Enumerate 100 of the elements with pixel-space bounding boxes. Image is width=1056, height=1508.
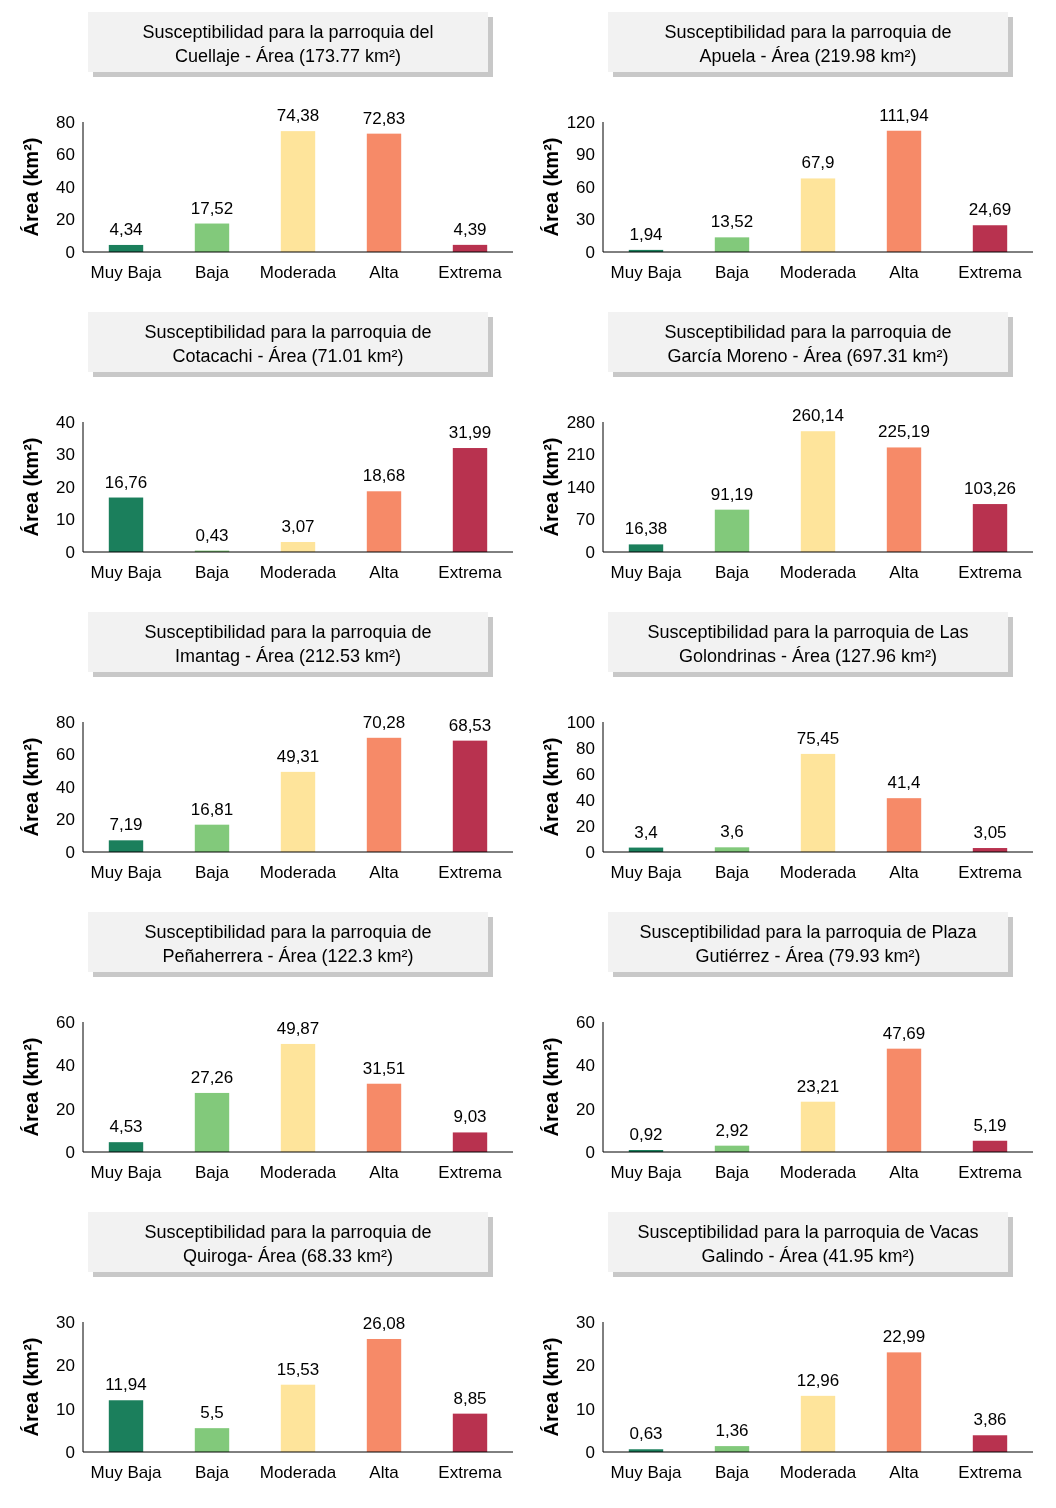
y-tick-label: 40 <box>56 777 75 797</box>
x-tick-label: Alta <box>889 263 920 282</box>
y-tick-label: 40 <box>56 1056 75 1076</box>
data-label: 31,51 <box>362 1058 406 1078</box>
data-label: 27,26 <box>190 1067 234 1087</box>
chart-title: Susceptibilidad para la parroquia de Imantag - Área (212.53 km²) <box>144 622 432 666</box>
y-axis-title: Área (km²) <box>540 137 562 237</box>
x-tick-label: Baja <box>194 563 230 582</box>
y-tick-label: 30 <box>576 210 595 230</box>
x-tick-label: Alta <box>889 863 920 882</box>
data-label: 5,19 <box>973 1115 1007 1135</box>
y-tick-label: 20 <box>56 210 75 230</box>
x-tick-label: Baja <box>714 563 750 582</box>
y-axis-title: Área (km²) <box>540 1337 562 1437</box>
y-tick-label: 20 <box>56 810 75 830</box>
y-axis-title: Área (km²) <box>20 137 42 237</box>
data-label: 18,68 <box>362 466 406 486</box>
y-tick-label: 60 <box>56 1012 75 1032</box>
chart-title: Susceptibilidad para la parroquia de Las Golondrinas - Área (127.96 km²) <box>647 622 969 666</box>
x-tick-label: Moderada <box>259 563 337 582</box>
y-tick-label: 140 <box>566 477 595 497</box>
data-label: 8,85 <box>453 1388 487 1408</box>
x-tick-label: Baja <box>194 863 230 882</box>
x-tick-label: Muy Baja <box>610 263 682 282</box>
y-tick-label: 40 <box>576 1056 595 1076</box>
y-tick-label: 30 <box>576 1312 595 1332</box>
x-tick-label: Alta <box>369 863 400 882</box>
x-tick-label: Baja <box>194 1463 230 1482</box>
y-tick-label: 30 <box>56 445 75 465</box>
y-tick-label: 90 <box>576 145 595 165</box>
chart-title: Susceptibilidad para la parroquia de Plaza Gutiérrez - Área (79.93 km²) <box>639 922 978 966</box>
x-tick-label: Moderada <box>259 263 337 282</box>
y-tick-label: 100 <box>566 712 595 732</box>
y-tick-label: 60 <box>576 177 595 197</box>
y-tick-label: 10 <box>56 1399 75 1419</box>
y-tick-label: 40 <box>576 790 595 810</box>
data-label: 111,94 <box>879 105 929 125</box>
data-label: 72,83 <box>362 108 406 128</box>
y-tick-label: 60 <box>576 1012 595 1032</box>
x-tick-label: Extrema <box>438 1463 503 1482</box>
y-tick-label: 0 <box>585 242 595 262</box>
y-tick-label: 80 <box>56 712 75 732</box>
x-tick-label: Moderada <box>779 563 857 582</box>
x-tick-label: Baja <box>714 1163 750 1182</box>
x-tick-label: Alta <box>369 1463 400 1482</box>
x-tick-label: Muy Baja <box>90 563 162 582</box>
x-tick-label: Muy Baja <box>610 563 682 582</box>
x-tick-label: Moderada <box>259 1163 337 1182</box>
data-label: 67,9 <box>801 153 835 173</box>
y-tick-label: 20 <box>56 477 75 497</box>
data-label: 41,4 <box>887 773 921 793</box>
chart-title: Susceptibilidad para la parroquia de Quiroga- Área (68.33 km²) <box>144 1222 432 1266</box>
x-tick-label: Moderada <box>779 863 857 882</box>
data-label: 49,87 <box>276 1018 320 1038</box>
y-tick-label: 0 <box>65 1442 75 1462</box>
data-label: 3,05 <box>973 823 1007 843</box>
data-label: 4,53 <box>109 1117 143 1137</box>
data-label: 2,92 <box>715 1120 749 1140</box>
y-axis-title: Área (km²) <box>540 1037 562 1137</box>
data-label: 16,76 <box>104 472 148 492</box>
y-tick-label: 40 <box>56 177 75 197</box>
data-label: 5,5 <box>200 1403 224 1423</box>
data-label: 260,14 <box>792 406 844 426</box>
y-tick-label: 0 <box>65 842 75 862</box>
y-tick-label: 60 <box>576 764 595 784</box>
y-tick-label: 0 <box>65 542 75 562</box>
y-tick-label: 60 <box>56 745 75 765</box>
x-tick-label: Baja <box>714 1463 750 1482</box>
y-tick-label: 280 <box>566 412 595 432</box>
y-tick-label: 70 <box>576 510 595 530</box>
y-tick-label: 60 <box>56 145 75 165</box>
x-tick-label: Moderada <box>779 1163 857 1182</box>
data-label: 22,99 <box>882 1327 926 1347</box>
data-label: 49,31 <box>276 746 320 766</box>
x-tick-label: Muy Baja <box>610 863 682 882</box>
y-axis-title: Área (km²) <box>20 737 42 837</box>
chart-title: Susceptibilidad para la parroquia del Cuellaje - Área (173.77 km²) <box>142 22 434 66</box>
y-tick-label: 20 <box>576 816 595 836</box>
x-tick-label: Moderada <box>259 1463 337 1482</box>
data-label: 16,81 <box>190 799 234 819</box>
data-label: 74,38 <box>276 106 320 126</box>
x-tick-label: Extrema <box>958 1163 1023 1182</box>
chart-title: Susceptibilidad para la parroquia de García Moreno - Área (697.31 km²) <box>664 322 952 366</box>
y-tick-label: 20 <box>576 1099 595 1119</box>
data-label: 47,69 <box>882 1023 926 1043</box>
x-tick-label: Baja <box>194 263 230 282</box>
data-label: 225,19 <box>878 422 930 442</box>
data-label: 3,4 <box>634 822 658 842</box>
y-tick-label: 120 <box>566 112 595 132</box>
y-axis-title: Área (km²) <box>540 737 562 837</box>
y-tick-label: 10 <box>576 1399 595 1419</box>
x-tick-label: Alta <box>889 1463 920 1482</box>
x-tick-label: Alta <box>369 563 400 582</box>
data-label: 4,34 <box>109 219 143 239</box>
data-label: 75,45 <box>796 728 840 748</box>
x-tick-label: Extrema <box>958 263 1023 282</box>
x-tick-label: Muy Baja <box>610 1163 682 1182</box>
data-label: 68,53 <box>448 715 492 735</box>
y-axis-title: Área (km²) <box>20 1037 42 1137</box>
data-label: 70,28 <box>362 712 406 732</box>
